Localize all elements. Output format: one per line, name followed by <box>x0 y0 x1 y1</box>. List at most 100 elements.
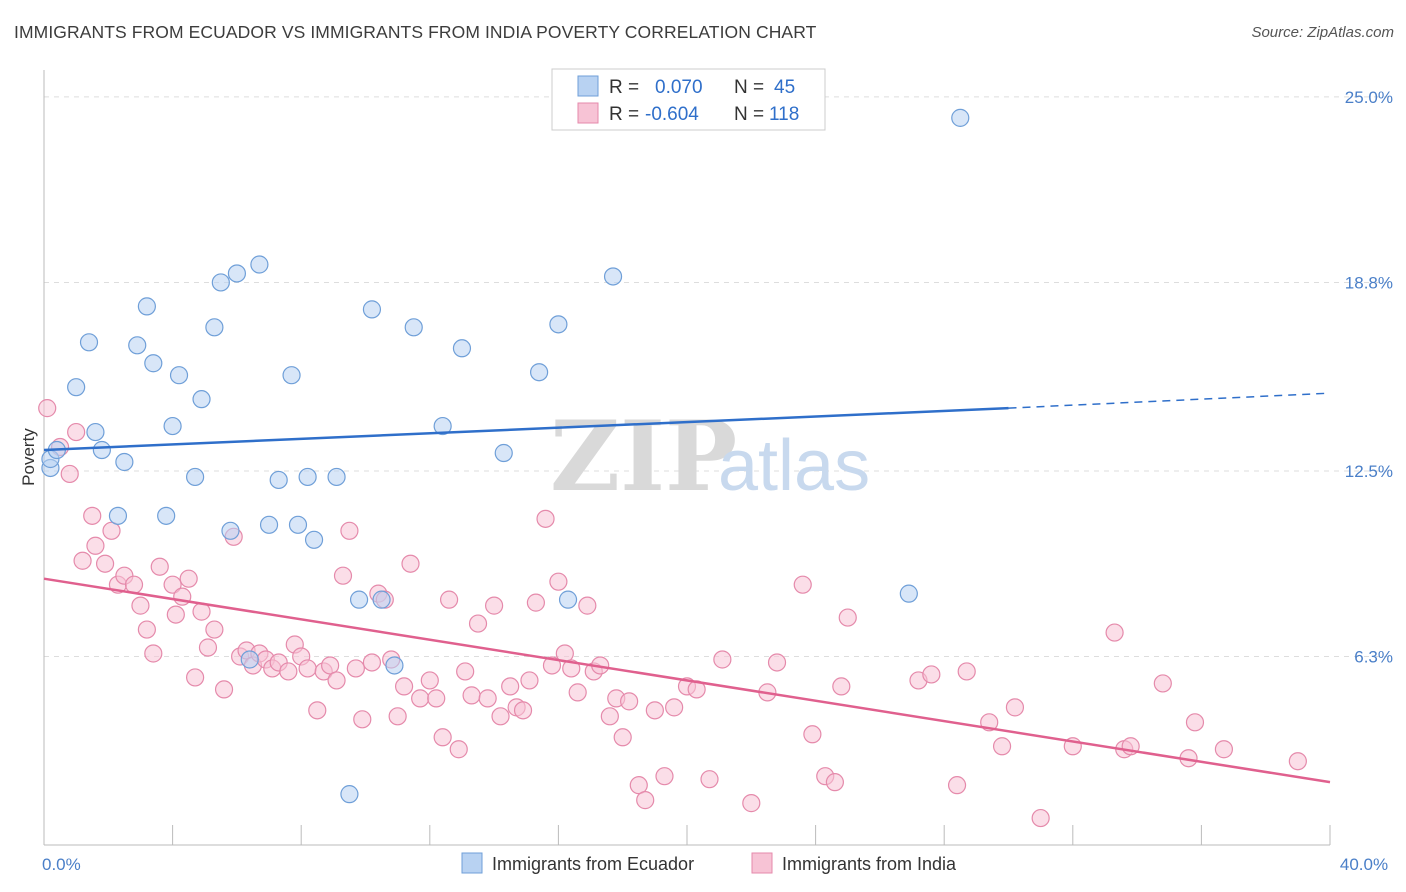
india-point-89 <box>700 770 719 789</box>
india-point-114 <box>1185 713 1205 732</box>
india-point-0 <box>38 399 57 418</box>
ecuador-point-32 <box>362 300 382 319</box>
ecuador-point-8 <box>115 452 134 472</box>
india-point-53 <box>420 671 439 690</box>
ecuador-point-37 <box>452 339 472 358</box>
trend-line-ecuador-extension <box>1008 392 1331 409</box>
legend-r-value-ecuador: 0.070 <box>655 77 703 98</box>
india-point-56 <box>439 590 459 609</box>
trend-lines <box>43 392 1331 784</box>
ecuador-point-39 <box>530 363 549 382</box>
india-point-84 <box>645 701 664 720</box>
ecuador-point-43 <box>899 584 918 603</box>
india-point-107 <box>1031 808 1050 828</box>
ecuador-point-20 <box>227 264 246 283</box>
india-point-70 <box>542 656 562 675</box>
watermark-zip: ZIP <box>550 400 737 513</box>
x-tick-label-0: 0.0% <box>42 855 81 874</box>
ecuador-point-6 <box>92 440 111 460</box>
india-point-50 <box>394 677 414 696</box>
ecuador-point-42 <box>603 267 623 286</box>
ecuador-point-17 <box>205 318 224 337</box>
india-point-8 <box>102 521 121 540</box>
legend-r-label-ecuador: R = <box>609 77 639 98</box>
india-point-63 <box>491 707 510 726</box>
india-point-4 <box>73 551 92 570</box>
india-point-93 <box>767 653 787 672</box>
india-point-103 <box>957 662 976 681</box>
india-point-43 <box>346 659 365 678</box>
ecuador-point-33 <box>372 590 391 609</box>
ecuador-point-31 <box>349 590 369 609</box>
india-point-14 <box>144 644 163 663</box>
ecuador-point-5 <box>86 422 105 442</box>
y-tick-label-3: 25.0% <box>1345 88 1393 107</box>
legend-box: R = 0.070 N = 45 R = -0.604 N = 118 <box>551 68 826 131</box>
india-point-73 <box>562 659 581 678</box>
ecuador-point-22 <box>250 255 269 274</box>
india-point-55 <box>433 728 452 747</box>
ecuador-point-28 <box>304 530 324 549</box>
bottom-legend-label-india: Immigrants from India <box>782 854 957 874</box>
watermark: ZIP atlas <box>550 400 870 513</box>
india-point-6 <box>86 536 105 555</box>
ecuador-point-3 <box>67 378 86 397</box>
legend-r-value-india: -0.604 <box>645 104 699 125</box>
india-point-23 <box>205 620 224 639</box>
trend-line-ecuador <box>43 406 1009 452</box>
ecuador-point-29 <box>327 467 346 487</box>
india-point-81 <box>620 692 639 711</box>
india-point-16 <box>163 575 182 594</box>
india-point-36 <box>298 659 317 678</box>
india-point-101 <box>922 665 941 684</box>
india-point-98 <box>832 677 851 696</box>
india-point-66 <box>513 701 533 720</box>
india-point-68 <box>526 593 545 612</box>
india-point-41 <box>333 566 353 585</box>
ecuador-point-15 <box>186 467 205 487</box>
bottom-legend: Immigrants from Ecuador Immigrants from … <box>461 852 957 874</box>
legend-n-label-ecuador: N = <box>734 77 764 98</box>
ecuador-point-13 <box>163 416 182 436</box>
india-point-86 <box>665 698 684 717</box>
india-point-5 <box>83 506 102 525</box>
india-point-7 <box>95 554 115 573</box>
ecuador-point-27 <box>298 467 317 487</box>
india-point-78 <box>600 707 619 726</box>
ecuador-point-11 <box>144 354 163 373</box>
india-point-11 <box>124 575 144 594</box>
ecuador-point-30 <box>340 785 359 804</box>
india-point-106 <box>1005 698 1025 717</box>
ecuador-point-41 <box>558 590 578 609</box>
india-point-22 <box>198 638 218 657</box>
ecuador-point-35 <box>404 318 423 337</box>
legend-n-value-ecuador: 45 <box>774 77 795 98</box>
india-point-67 <box>520 671 539 690</box>
ecuador-point-21 <box>240 650 259 669</box>
india-point-3 <box>67 422 86 442</box>
legend-r-label-india: R = <box>609 104 639 125</box>
legend-swatch-ecuador <box>577 75 599 97</box>
bottom-legend-swatch-india <box>751 852 773 874</box>
grid-lines <box>44 96 1392 657</box>
india-point-85 <box>655 767 674 786</box>
india-point-116 <box>1288 752 1307 771</box>
legend-swatch-india <box>577 102 599 124</box>
ecuador-point-23 <box>259 515 279 534</box>
ecuador-point-4 <box>79 333 99 352</box>
x-axis-ticks <box>172 825 1331 845</box>
y-tick-label-2: 18.8% <box>1345 273 1393 292</box>
india-point-39 <box>321 656 340 675</box>
india-point-13 <box>137 620 156 639</box>
india-point-51 <box>401 554 420 573</box>
bottom-legend-swatch-ecuador <box>461 852 483 874</box>
india-point-44 <box>353 710 372 729</box>
india-point-99 <box>838 608 857 627</box>
india-point-60 <box>468 614 488 633</box>
ecuador-point-7 <box>108 506 128 525</box>
india-point-109 <box>1105 623 1124 642</box>
india-point-49 <box>388 707 407 726</box>
india-point-42 <box>340 521 359 540</box>
india-point-61 <box>478 689 497 708</box>
